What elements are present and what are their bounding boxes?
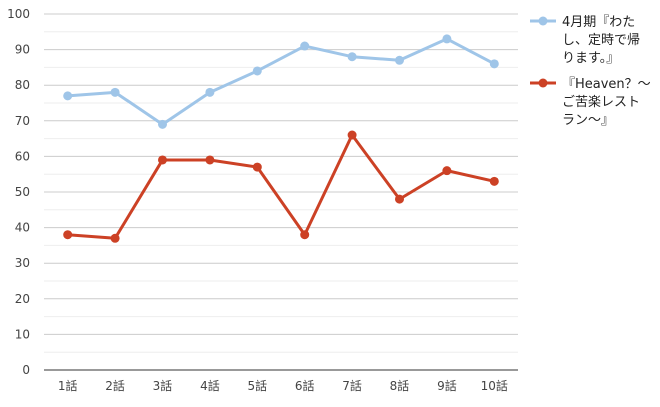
data-point [63, 230, 73, 240]
y-tick-label: 100 [7, 7, 30, 21]
y-tick-label: 90 [15, 43, 30, 57]
data-point [395, 194, 404, 204]
data-point [205, 87, 215, 97]
x-tick-label: 7話 [342, 378, 362, 393]
data-point [442, 166, 452, 176]
data-point [63, 91, 73, 101]
series-2 [63, 130, 499, 243]
x-axis-ticks: 1話 2話 3話 4話 5話 6話 7話 8話 9話 10話 [58, 378, 508, 393]
grid-lines [44, 13, 518, 371]
x-tick-label: 3話 [153, 378, 173, 393]
y-tick-label: 40 [15, 221, 30, 235]
x-tick-label: 9話 [437, 378, 457, 393]
series-1 [63, 34, 499, 129]
y-axis-ticks: 0 10 20 30 40 50 60 70 80 90 100 [7, 7, 30, 377]
x-tick-label: 2話 [105, 378, 125, 393]
data-point [110, 87, 120, 97]
series-2-line [66, 133, 496, 240]
data-point [300, 230, 310, 240]
x-tick-label: 10話 [481, 378, 508, 393]
legend-label: し、定時で帰 [562, 32, 640, 48]
data-point [252, 66, 262, 76]
data-point [489, 176, 499, 186]
legend-label: 『Heaven？～ [562, 77, 651, 92]
series-1-line [66, 37, 496, 126]
data-point [252, 162, 262, 172]
y-tick-label: 0 [22, 363, 30, 377]
data-point [395, 55, 404, 65]
data-point [300, 41, 310, 51]
y-tick-label: 50 [15, 185, 30, 199]
y-tick-label: 20 [15, 292, 30, 306]
data-point [158, 155, 167, 165]
x-tick-label: 6話 [295, 378, 315, 393]
data-point [347, 130, 357, 140]
y-tick-label: 10 [15, 327, 30, 341]
legend-label: ご苦楽レスト [562, 94, 640, 110]
data-point [158, 119, 167, 129]
legend-swatch-point [538, 16, 548, 26]
y-tick-label: 70 [15, 114, 30, 128]
x-tick-label: 8話 [390, 378, 410, 393]
series-lines [63, 34, 499, 243]
data-point [347, 52, 357, 62]
x-tick-label: 4話 [200, 378, 220, 393]
data-point [442, 34, 452, 44]
legend-label: ります。』 [562, 51, 619, 66]
legend-label: ラン～』 [562, 113, 614, 128]
legend-swatch-point [538, 78, 548, 88]
x-tick-label: 5話 [247, 378, 267, 393]
data-point [489, 59, 499, 69]
legend-label: 4月期『わた [562, 15, 635, 30]
y-tick-label: 30 [15, 256, 30, 270]
y-tick-label: 80 [15, 78, 30, 92]
x-tick-label: 1話 [58, 378, 78, 393]
y-tick-label: 60 [15, 149, 30, 163]
data-point [205, 155, 215, 165]
data-point [110, 233, 120, 243]
